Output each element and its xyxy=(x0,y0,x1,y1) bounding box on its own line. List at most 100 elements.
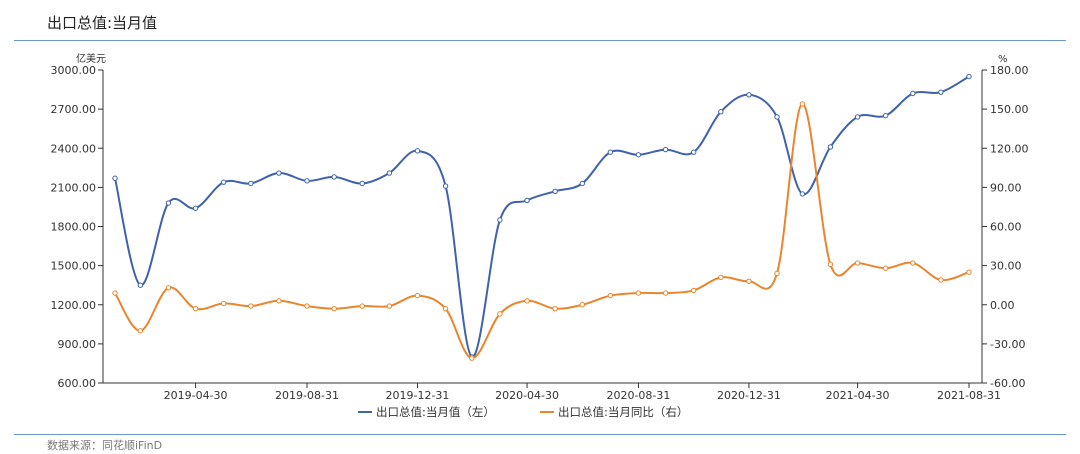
data-point xyxy=(192,305,199,312)
data-point xyxy=(718,274,724,281)
data-point xyxy=(276,170,282,176)
left-tick-label: 900.00 xyxy=(58,338,97,351)
data-point xyxy=(165,200,172,206)
data-point xyxy=(414,148,421,154)
x-tick-label: 2019-08-31 xyxy=(275,389,339,402)
series-line-1 xyxy=(114,75,970,358)
data-point xyxy=(938,277,944,283)
data-point xyxy=(882,112,889,119)
x-tick-label: 2021-08-31 xyxy=(937,389,1001,402)
left-tick-label: 1800.00 xyxy=(51,221,97,234)
x-tick-label: 2020-12-31 xyxy=(717,389,781,402)
left-tick-label: 2400.00 xyxy=(51,142,97,155)
data-point xyxy=(854,114,861,120)
right-axis-unit: % xyxy=(998,54,1008,65)
data-point xyxy=(799,101,806,107)
data-point xyxy=(469,355,475,361)
data-point xyxy=(304,178,310,184)
dual-axis-line-chart: 600.00 900.00 1200.00 1500.00 1800.00 2100.00… xyxy=(51,52,1029,419)
x-tick-label: 2020-04-30 xyxy=(495,389,559,402)
data-point xyxy=(552,188,558,194)
legend-label-2: 出口总值:当月同比（右） xyxy=(558,405,688,419)
footer-divider xyxy=(14,434,1066,435)
data-point xyxy=(276,298,282,304)
header-divider xyxy=(14,40,1066,41)
left-tick-label: 2100.00 xyxy=(51,181,97,194)
data-point xyxy=(414,292,421,299)
right-tick-label: 120.00 xyxy=(990,142,1029,155)
data-point xyxy=(854,260,861,266)
data-point xyxy=(690,149,697,155)
data-point xyxy=(524,197,530,204)
left-tick-label: 1200.00 xyxy=(51,299,97,312)
data-point xyxy=(248,180,254,187)
data-point xyxy=(137,282,144,288)
chart-title: 出口总值:当月值 xyxy=(47,14,158,32)
data-point xyxy=(607,149,614,155)
right-tick-label: -60.00 xyxy=(990,377,1025,390)
data-point xyxy=(635,152,642,158)
data-point xyxy=(910,90,916,97)
right-tick-label: 180.00 xyxy=(990,64,1029,77)
data-point xyxy=(774,270,780,277)
data-point xyxy=(966,269,972,275)
data-point xyxy=(220,300,227,307)
data-point xyxy=(304,303,310,309)
right-tick-label: -30.00 xyxy=(990,338,1025,351)
left-tick-label: 1500.00 xyxy=(51,260,97,273)
data-source: 数据来源：同花顺iFinD xyxy=(47,439,163,452)
left-axis-unit: 亿美元 xyxy=(76,52,106,65)
data-point xyxy=(386,170,393,176)
data-point xyxy=(442,183,449,189)
data-point xyxy=(718,109,724,115)
legend-label-1: 出口总值:当月值（左） xyxy=(376,405,495,419)
data-point xyxy=(662,146,669,153)
x-tick-label: 2021-04-30 xyxy=(826,389,890,402)
data-point xyxy=(497,217,503,223)
data-point xyxy=(192,205,199,211)
data-point xyxy=(112,175,118,181)
data-point xyxy=(331,174,337,180)
data-point xyxy=(112,290,118,296)
data-point xyxy=(331,305,337,312)
data-point xyxy=(690,287,697,294)
data-point xyxy=(359,180,365,187)
data-point xyxy=(662,290,669,296)
data-point xyxy=(386,303,393,309)
data-point xyxy=(827,261,834,268)
data-point xyxy=(220,179,227,185)
data-point xyxy=(635,290,642,296)
right-tick-label: 150.00 xyxy=(990,103,1029,116)
data-point xyxy=(248,303,254,309)
data-point xyxy=(882,265,889,271)
data-point xyxy=(442,305,449,312)
data-point xyxy=(746,92,752,98)
data-point xyxy=(579,302,586,308)
data-point xyxy=(552,305,558,312)
right-tick-label: 60.00 xyxy=(990,221,1022,234)
data-point xyxy=(524,298,530,304)
data-point xyxy=(966,73,972,80)
x-tick-label: 2019-12-31 xyxy=(386,389,450,402)
data-point xyxy=(165,285,172,291)
data-point xyxy=(746,278,752,284)
data-point xyxy=(359,303,365,309)
data-point xyxy=(827,144,834,150)
data-point xyxy=(607,292,614,299)
data-point xyxy=(938,89,944,95)
data-point xyxy=(910,260,916,266)
data-point xyxy=(799,191,806,197)
right-tick-label: 30.00 xyxy=(990,260,1022,273)
series-line-2 xyxy=(114,102,970,360)
data-point xyxy=(579,180,586,187)
x-tick-label: 2020-08-31 xyxy=(606,389,670,402)
data-point xyxy=(774,114,780,120)
right-tick-label: 90.00 xyxy=(990,181,1022,194)
left-tick-label: 600.00 xyxy=(58,377,97,390)
left-tick-label: 3000.00 xyxy=(51,64,97,77)
data-point xyxy=(137,328,144,334)
right-tick-label: 0.00 xyxy=(990,299,1015,312)
left-tick-label: 2700.00 xyxy=(51,103,97,116)
x-tick-label: 2019-04-30 xyxy=(164,389,228,402)
data-point xyxy=(497,311,503,317)
